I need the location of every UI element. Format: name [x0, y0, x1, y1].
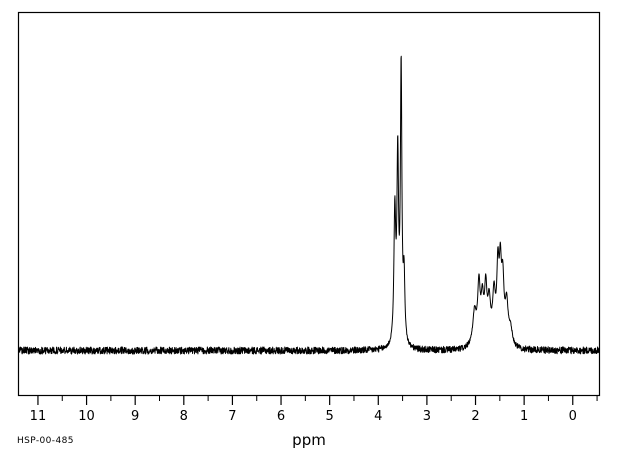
x-axis-tick-label: 5 — [326, 409, 334, 424]
x-axis-tick-label: 3 — [423, 409, 431, 424]
x-axis-tick-label: 4 — [374, 409, 382, 424]
x-axis-tick-label: 10 — [78, 409, 95, 424]
x-axis-tick-label: 0 — [569, 409, 577, 424]
x-axis-tick-label: 8 — [180, 409, 188, 424]
x-axis-tick-label: 7 — [228, 409, 236, 424]
x-axis-tick-label: 6 — [277, 409, 285, 424]
sample-label: HSP-00-485 — [17, 436, 74, 446]
spectrum-trace — [18, 55, 600, 355]
x-axis-title: ppm — [292, 431, 326, 449]
x-axis: 11 10 9 8 7 6 5 4 3 2 1 0 — [30, 396, 598, 424]
plot-frame — [17, 11, 601, 397]
x-axis-tick-label: 2 — [471, 409, 479, 424]
x-axis-tick-label: 9 — [131, 409, 139, 424]
x-axis-tick-label: 11 — [30, 409, 47, 424]
x-axis-tick-label: 1 — [520, 409, 528, 424]
